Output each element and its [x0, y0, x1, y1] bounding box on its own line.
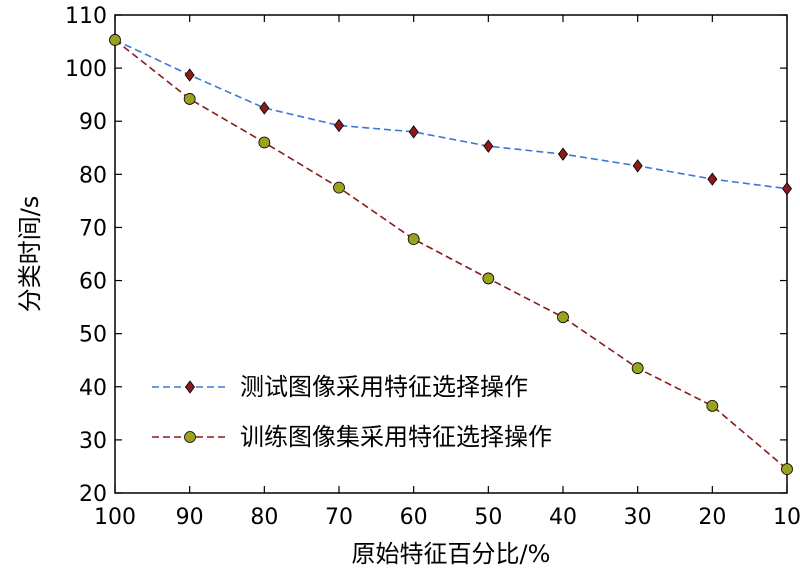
y-tick-label: 40	[79, 376, 107, 401]
data-point	[558, 147, 568, 161]
series-line-2	[114, 39, 788, 470]
legend-label-series-2: 训练图像集采用特征选择操作	[240, 423, 552, 451]
series-layer	[109, 33, 793, 476]
x-tick-label: 20	[698, 505, 726, 530]
data-point	[258, 136, 271, 149]
legend: 测试图像采用特征选择操作 训练图像集采用特征选择操作	[152, 373, 552, 451]
data-point	[483, 139, 494, 153]
data-point	[557, 311, 569, 324]
data-point	[707, 172, 718, 186]
data-point	[781, 463, 793, 476]
x-axis-title: 原始特征百分比/%	[352, 540, 551, 568]
x-tick-label: 70	[325, 505, 353, 530]
data-point	[408, 125, 419, 139]
axis-ticks	[114, 14, 788, 494]
data-point	[782, 182, 792, 196]
x-tick-label: 10	[773, 505, 800, 530]
x-tick-label: 30	[624, 505, 652, 530]
series-line-1	[114, 39, 788, 190]
x-tick-label: 40	[549, 505, 577, 530]
data-point	[407, 233, 420, 246]
x-tick-label: 60	[400, 505, 428, 530]
y-tick-label: 20	[79, 482, 107, 507]
data-point	[184, 68, 195, 82]
y-tick-label: 50	[79, 323, 107, 348]
y-tick-label: 60	[79, 270, 107, 295]
plot-frame	[114, 14, 788, 494]
data-point	[334, 118, 344, 133]
x-tick-label: 100	[94, 505, 136, 530]
x-tick-label: 90	[176, 505, 204, 530]
x-tick-label: 80	[250, 505, 278, 530]
y-tick-labels: 20 30 40 50 60 70 80 90 100 110	[65, 4, 107, 507]
y-tick-label: 30	[79, 429, 107, 454]
y-tick-label: 70	[79, 216, 107, 241]
y-tick-label: 90	[79, 110, 107, 135]
series-1	[110, 33, 792, 196]
data-point	[109, 34, 121, 46]
legend-label-series-1: 测试图像采用特征选择操作	[240, 373, 528, 401]
y-axis-title: 分类时间/s	[16, 196, 44, 313]
y-tick-label: 110	[65, 4, 107, 29]
legend-marker-series-2	[184, 431, 196, 443]
data-point	[632, 159, 643, 173]
data-point	[482, 272, 495, 285]
data-point	[706, 399, 719, 412]
series-2	[109, 34, 793, 476]
data-point	[333, 181, 345, 194]
data-point	[631, 362, 644, 375]
y-tick-label: 100	[65, 57, 107, 82]
data-point	[183, 93, 196, 105]
data-point	[259, 101, 270, 115]
x-tick-label: 50	[474, 505, 502, 530]
y-tick-label: 80	[79, 163, 107, 188]
x-tick-labels: 100 90 80 70 60 50 40 30 20 10	[94, 505, 800, 530]
legend-marker-series-1	[185, 380, 195, 394]
